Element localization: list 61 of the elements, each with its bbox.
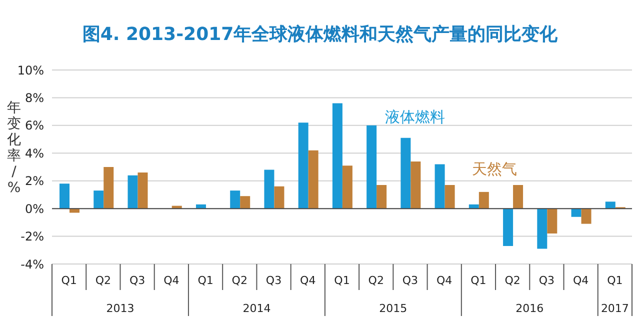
x-tick-label: Q3 (402, 274, 418, 287)
y-tick-label: 8% (24, 90, 44, 105)
x-tick-label: Q1 (470, 274, 486, 287)
bar (503, 208, 514, 246)
y-tick-label: -4% (20, 257, 44, 272)
y-tick-label: 0% (24, 202, 44, 216)
bar (308, 150, 318, 209)
bar (264, 170, 274, 209)
bar (104, 167, 114, 209)
series-label: 天然气 (472, 160, 517, 179)
bar (581, 208, 592, 224)
x-tick-label: Q3 (129, 274, 146, 287)
bar (138, 172, 148, 209)
x-tick-label: Q4 (572, 274, 589, 287)
y-tick-label: 4% (24, 146, 44, 160)
bar (240, 196, 250, 209)
bar (547, 208, 558, 234)
bar (376, 185, 387, 209)
bar (128, 175, 138, 209)
text: 2014 (242, 302, 271, 315)
bar (400, 138, 411, 209)
bar (230, 190, 240, 209)
bar (513, 185, 524, 209)
x-tick-label: Q1 (61, 274, 77, 287)
bar (298, 122, 308, 209)
bar (332, 103, 342, 209)
y-tick-label: 6% (24, 118, 44, 133)
x-tick-label: Q1 (198, 274, 214, 287)
y-axis-title: 年变化率/% (6, 100, 22, 196)
bar (60, 184, 70, 209)
bar (274, 186, 284, 209)
y-tick-label: -2% (20, 230, 44, 244)
x-tick-label: Q2 (232, 274, 248, 287)
bar (94, 190, 104, 209)
x-tick-label: Q4 (436, 274, 452, 287)
text: 2016 (516, 302, 544, 315)
text: 2013 (106, 302, 134, 315)
x-tick-label: Q3 (538, 274, 555, 287)
x-tick-label: Q2 (368, 274, 384, 287)
x-tick-label: Q1 (334, 274, 350, 287)
bar (342, 166, 352, 209)
x-tick-label: Q2 (95, 274, 112, 287)
series-label: 液体燃料 (385, 108, 445, 127)
x-tick-label: Q4 (300, 274, 316, 287)
bar (605, 202, 616, 209)
x-tick-label: Q3 (266, 274, 282, 287)
bar (478, 192, 489, 209)
x-tick-label: Q2 (504, 274, 520, 287)
y-tick-label: 10% (17, 63, 44, 78)
bar (571, 208, 582, 217)
bar (537, 208, 548, 249)
y-tick-label: 2% (24, 174, 44, 188)
text: 2017 (600, 302, 629, 315)
text: 2015 (379, 302, 408, 315)
bar (366, 125, 377, 209)
chart-title: 图4. 2013-2017年全球液体燃料和天然气产量的同比变化 (81, 23, 559, 46)
bar (410, 161, 421, 209)
bar (444, 185, 455, 209)
x-tick-label: Q4 (164, 274, 180, 287)
x-tick-label: Q1 (607, 274, 623, 287)
bar (434, 164, 445, 209)
